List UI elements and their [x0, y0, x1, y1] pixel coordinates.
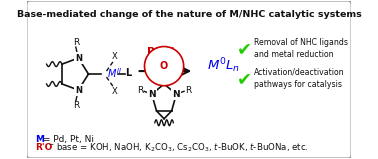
Text: X: X: [112, 87, 117, 96]
Text: R'O$^{-}$: R'O$^{-}$: [146, 45, 175, 57]
Text: Activation/deactivation
pathways for catalysis: Activation/deactivation pathways for cat…: [254, 67, 345, 89]
Text: R'O: R'O: [35, 143, 53, 152]
Text: Removal of NHC ligands
and metal reduction: Removal of NHC ligands and metal reducti…: [254, 38, 348, 59]
FancyBboxPatch shape: [26, 1, 352, 158]
Text: N: N: [75, 54, 82, 62]
Text: O: O: [160, 61, 168, 71]
Text: R: R: [185, 86, 192, 95]
Text: $M^{II}$: $M^{II}$: [107, 66, 122, 80]
Text: $^{-}$ base = KOH, NaOH, K$_2$CO$_3$, Cs$_2$CO$_3$, $t$-BuOK, $t$-BuONa, etc.: $^{-}$ base = KOH, NaOH, K$_2$CO$_3$, Cs…: [48, 141, 309, 154]
Text: X: X: [112, 52, 117, 61]
Text: L: L: [125, 68, 131, 78]
Text: = Pd, Pt, Ni: = Pd, Pt, Ni: [40, 135, 94, 144]
Text: Base-mediated change of the nature of M/NHC catalytic systems: Base-mediated change of the nature of M/…: [17, 10, 361, 19]
Text: ✔: ✔: [236, 70, 251, 88]
Text: N: N: [75, 86, 82, 95]
Text: R: R: [73, 38, 79, 47]
Text: N: N: [148, 90, 156, 99]
Text: R: R: [73, 101, 79, 111]
Text: M: M: [35, 135, 44, 144]
Text: R: R: [137, 86, 143, 95]
Text: N: N: [172, 90, 180, 99]
Text: $M^0L_n$: $M^0L_n$: [207, 57, 240, 76]
Text: ✔: ✔: [236, 40, 251, 58]
